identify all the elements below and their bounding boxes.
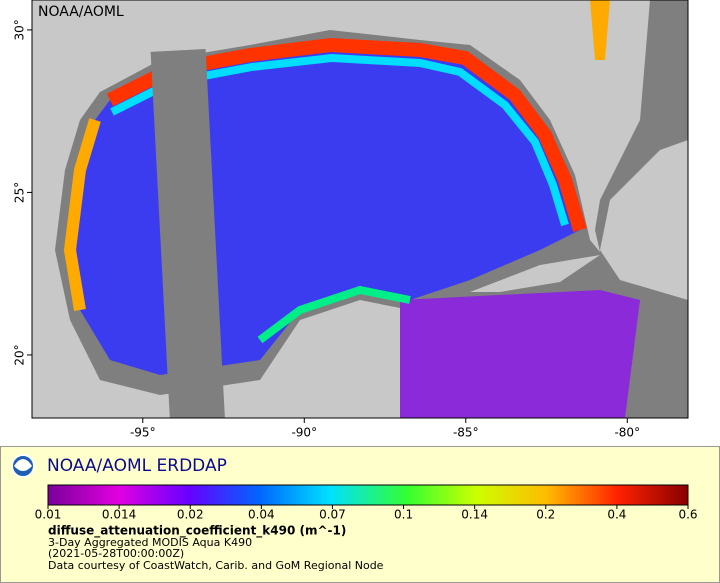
colorbar-tick-label: 0.6 (678, 508, 697, 522)
coastal-band (63, 118, 101, 311)
axes: -95° -90° -85° -80° 20° 25° 30° (13, 19, 641, 439)
map-frame (31, 0, 689, 419)
legend-line: (2021-05-28T00:00:00Z) (48, 547, 184, 560)
y-tick-label: 20° (13, 344, 27, 365)
x-tick-label: -90° (291, 426, 317, 440)
variable-name: diffuse_attenuation_coefficient_k490 (m^… (48, 524, 346, 539)
colorbar-tick-label: 0.07 (319, 508, 346, 522)
colorbar-tick-label: 0.2 (536, 508, 555, 522)
y-tick-label: 30° (13, 19, 27, 40)
legend-line: Data courtesy of CoastWatch, Carib. and … (48, 559, 384, 572)
x-tick-label: -85° (453, 426, 479, 440)
legend-box (0, 446, 720, 583)
legend-line: 3-Day Aggregated MODIS Aqua K490 (48, 536, 252, 549)
colorbar-tick-label: 0.1 (394, 508, 413, 522)
colorbar-tick-label: 0.04 (248, 508, 275, 522)
x-tick-label: -80° (614, 426, 640, 440)
colorbar-tick-label: 0.02 (177, 508, 204, 522)
colorbar-tick-label: 0.014 (102, 508, 136, 522)
cuba (470, 255, 600, 292)
caribbean-data (400, 290, 640, 418)
colorbar-tick-label: 0.01 (35, 508, 62, 522)
colorbar (47, 484, 689, 506)
colorbar-ticks: 0.01 0.014 0.02 0.04 0.07 0.1 0.14 0.2 0.4 0.6 (35, 505, 698, 522)
noaa-logo-bird (14, 459, 32, 471)
coastal-band (110, 53, 569, 227)
colorbar-tick-label: 0.4 (607, 508, 626, 522)
atlantic-band (590, 0, 610, 60)
x-tick-label: -95° (130, 426, 156, 440)
y-tick-label: 25° (13, 182, 27, 203)
coastal-band (106, 37, 587, 233)
colorbar-tick-label: 0.14 (461, 508, 488, 522)
legend-title: NOAA/AOML ERDDAP (47, 456, 227, 476)
watermark: NOAA/AOML (38, 4, 124, 20)
map (32, 0, 688, 418)
swath-gap (150, 48, 225, 418)
coastal-band (257, 285, 411, 344)
